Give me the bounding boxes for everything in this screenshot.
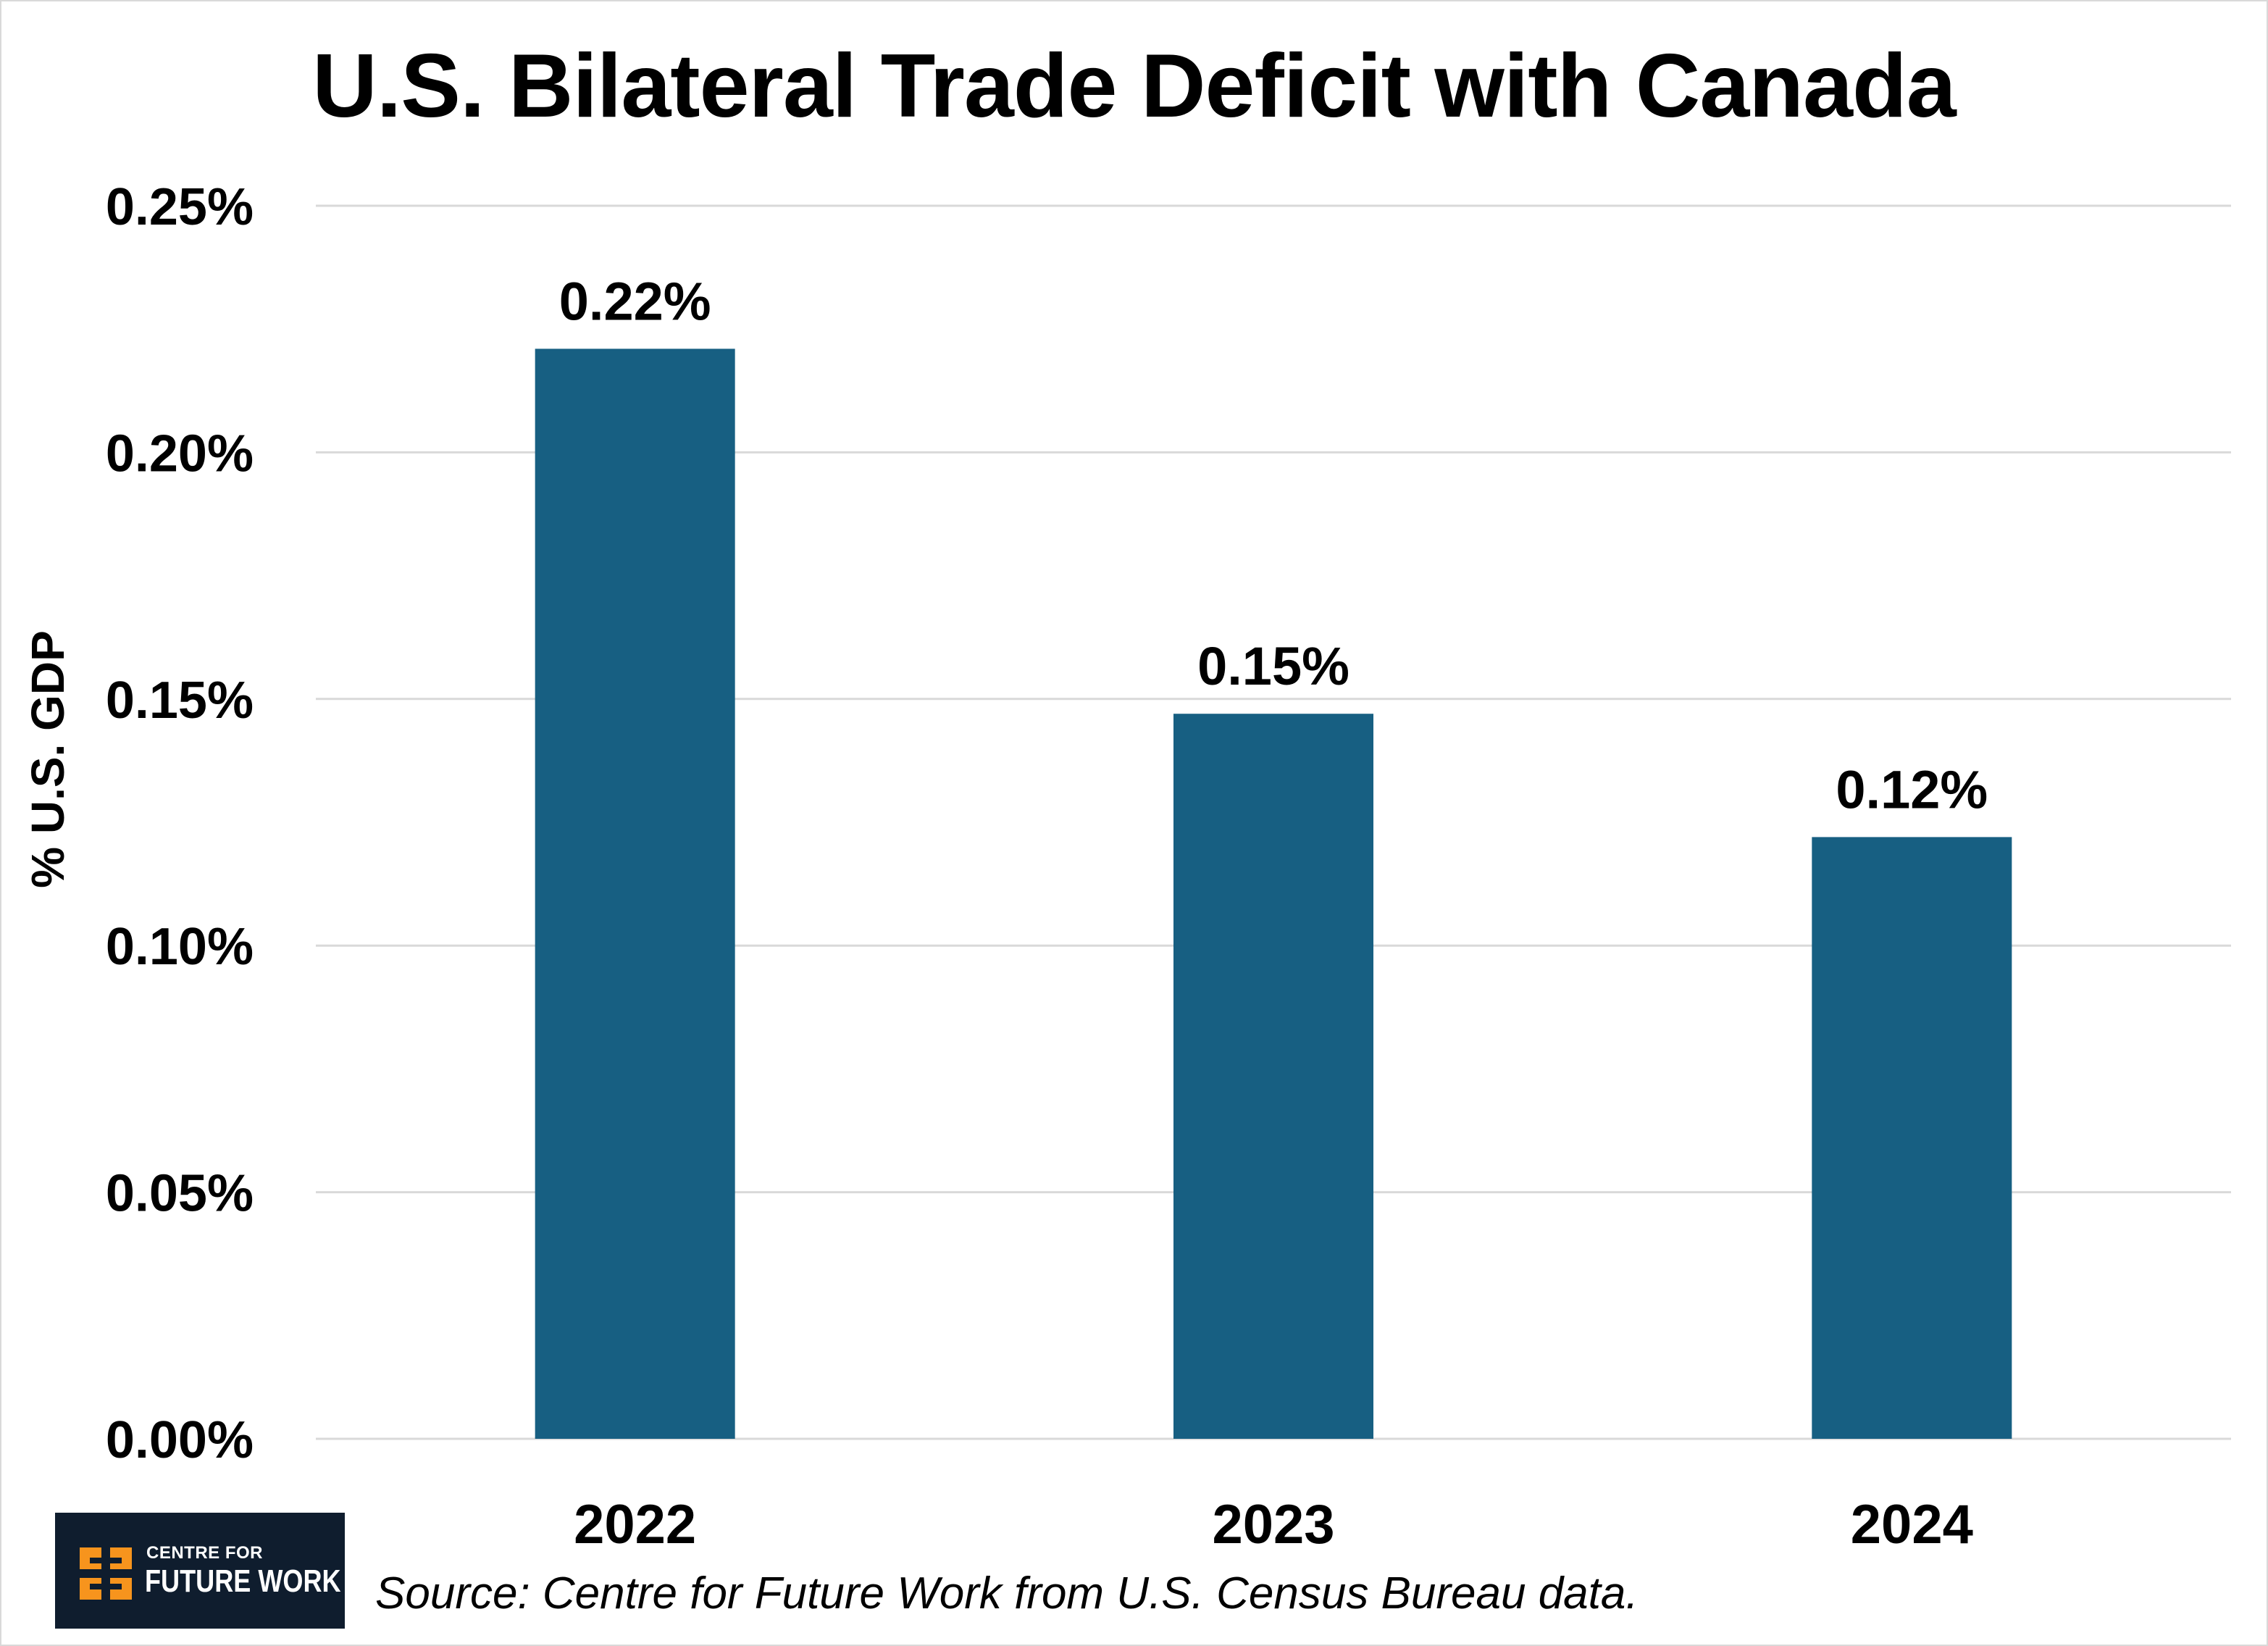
chart-title: U.S. Bilateral Trade Deficit with Canada xyxy=(312,36,1956,136)
y-tick-label: 0.25% xyxy=(106,178,254,236)
bar-2023 xyxy=(1173,714,1373,1439)
data-label: 0.15% xyxy=(1197,636,1349,696)
centre-for-future-work-logo: CENTRE FOR FUTURE WORK xyxy=(55,1513,345,1629)
logo-text-line2: FUTURE WORK xyxy=(145,1563,341,1599)
x-category-label: 2024 xyxy=(1851,1494,1973,1555)
bar-2024 xyxy=(1812,837,2012,1439)
y-tick-label: 0.05% xyxy=(106,1165,254,1223)
y-tick-label: 0.15% xyxy=(106,672,254,730)
y-tick-label: 0.20% xyxy=(106,425,254,482)
data-labels: 0.22% 0.15% 0.12% xyxy=(559,271,1988,819)
y-tick-labels: 0.00% 0.05% 0.10% 0.15% 0.20% 0.25% xyxy=(106,178,254,1469)
data-label: 0.22% xyxy=(559,271,711,331)
x-category-label: 2022 xyxy=(574,1494,696,1555)
source-note: Source: Centre for Future Work from U.S.… xyxy=(375,1568,1639,1618)
x-category-label: 2023 xyxy=(1212,1494,1334,1555)
bar-2022 xyxy=(535,348,735,1439)
x-category-labels: 2022 2023 2024 xyxy=(574,1494,1973,1555)
y-tick-label: 0.00% xyxy=(106,1411,254,1469)
data-label: 0.12% xyxy=(1836,759,1988,819)
y-tick-label: 0.10% xyxy=(106,918,254,976)
bars xyxy=(535,348,2012,1439)
logo-text-line1: CENTRE FOR xyxy=(146,1543,263,1563)
logo-mark-icon xyxy=(80,1547,132,1600)
